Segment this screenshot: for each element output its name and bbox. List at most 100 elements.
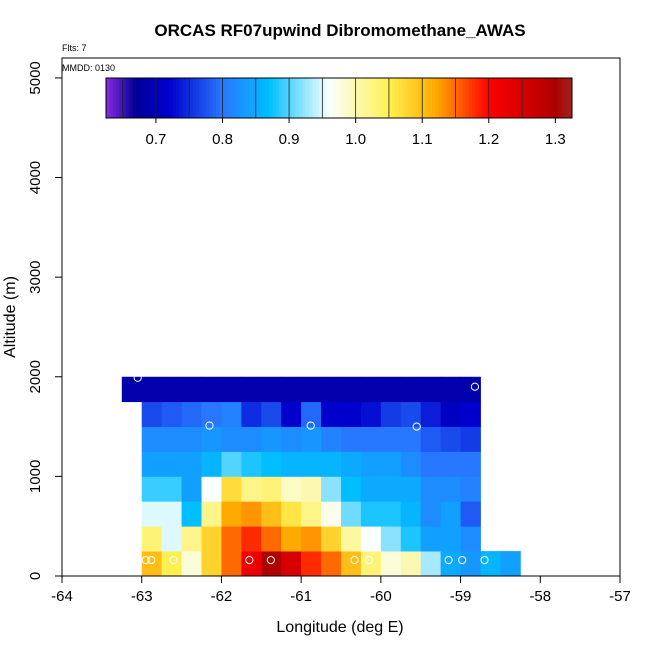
heatmap-cell [281,551,302,577]
heatmap-cell [460,526,481,552]
heatmap-cell [321,376,342,403]
heatmap-cell [241,526,262,552]
heatmap-cell [161,551,182,577]
colorbar-segment [209,78,214,118]
heatmap-cell [360,401,382,427]
heatmap-cell [161,526,182,552]
heatmap-cell [161,426,182,452]
colorbar-frame [105,77,573,119]
heatmap-cell [301,526,322,552]
heatmap-cell [420,476,442,502]
colorbar-segment [179,78,184,118]
sample-marker [470,382,480,391]
heatmap-cell [321,551,342,577]
heatmap-cell [440,551,461,577]
heatmap-cell [281,476,302,502]
heatmap-cell [181,426,202,452]
heatmap-cell [440,426,461,452]
heatmap-cell [400,501,422,527]
heatmap-cell [321,426,342,452]
colorbar-segment [235,78,240,118]
colorbar-segment [319,78,323,118]
heatmap-cell [221,551,242,577]
sample-marker [141,555,150,565]
heatmap-cell [400,401,422,427]
colorbar-segment [289,78,293,118]
colorbar-segment [562,78,566,118]
heatmap-cell [460,501,481,527]
colorbar-tick-label: 1.2 [478,131,499,148]
colorbar-segment [265,78,270,118]
colorbar-segment [242,78,247,118]
x-tick-label: -62 [211,588,233,605]
heatmap-cell [440,451,461,477]
colorbar-segment [398,78,403,118]
colorbar-segment [115,78,120,118]
heatmap-cell [161,376,182,403]
colorbar-segment [272,78,277,118]
colorbar-segment [139,78,144,118]
colorbar-segment [135,78,140,118]
sample-markers [133,373,489,565]
heatmap-cell [321,451,342,477]
colorbar: 0.7 0.8 0.9 1.0 1.1 1.2 1.3 [105,77,573,148]
heatmap-cell [241,426,262,452]
colorbar-segment [512,78,516,118]
heatmap-cell [440,376,461,403]
colorbar-segment [358,78,363,118]
sample-marker [245,555,254,565]
heatmap-cell [460,451,481,477]
heatmap-cell [380,526,402,552]
heatmap-cell [161,451,182,477]
heatmap-cell [261,401,282,427]
heatmap-cell [201,376,222,403]
heatmap-cell [341,476,362,502]
colorbar-segment [279,78,283,118]
heatmap-cell [360,476,382,502]
x-tick-label: -63 [131,588,153,605]
colorbar-segment [152,78,157,118]
heatmap-cell [321,476,342,502]
heatmap-cell [440,401,461,427]
heatmap-cell [221,376,242,403]
colorbar-segment [345,78,350,118]
colorbar-segment [219,78,223,118]
colorbar-segment [525,78,530,118]
colorbar-segment [408,78,413,118]
y-tick-label: 0 [27,572,44,580]
colorbar-segment [482,78,486,118]
heatmap-cell [440,501,461,527]
x-tick-label: -64 [51,588,73,605]
colorbar-segment [172,78,177,118]
colorbar-segment [169,78,174,118]
heatmap-cell [341,501,362,527]
heatmap-cell [380,426,402,452]
heatmap-cell [321,501,342,527]
colorbar-segment [322,78,327,118]
colorbar-segment [485,78,490,118]
heatmap-cell [241,376,262,403]
colorbar-segment [125,78,130,118]
heatmap-cell [261,501,282,527]
y-tick-label: 2000 [27,360,44,393]
heatmap-cell [261,426,282,452]
heatmap-cell [281,376,302,403]
colorbar-segment [552,78,556,118]
heatmap-cell [281,526,302,552]
heatmap-cell [321,401,342,427]
x-tick-label: -60 [370,588,392,605]
colorbar-segment [518,78,523,118]
colorbar-segment [295,78,300,118]
colorbar-segment [195,78,200,118]
colorbar-segment [149,78,154,118]
heatmap-cell [241,401,262,427]
colorbar-segment [269,78,273,118]
heatmap-cell [221,526,242,552]
heatmap-cell [201,426,222,452]
x-tick-label: -57 [609,588,631,605]
colorbar-segment [548,78,553,118]
colorbar-segment [462,78,466,118]
heatmap-cell [141,451,163,477]
heatmap-cell [281,451,302,477]
colorbar-tick-label: 1.0 [345,131,366,148]
